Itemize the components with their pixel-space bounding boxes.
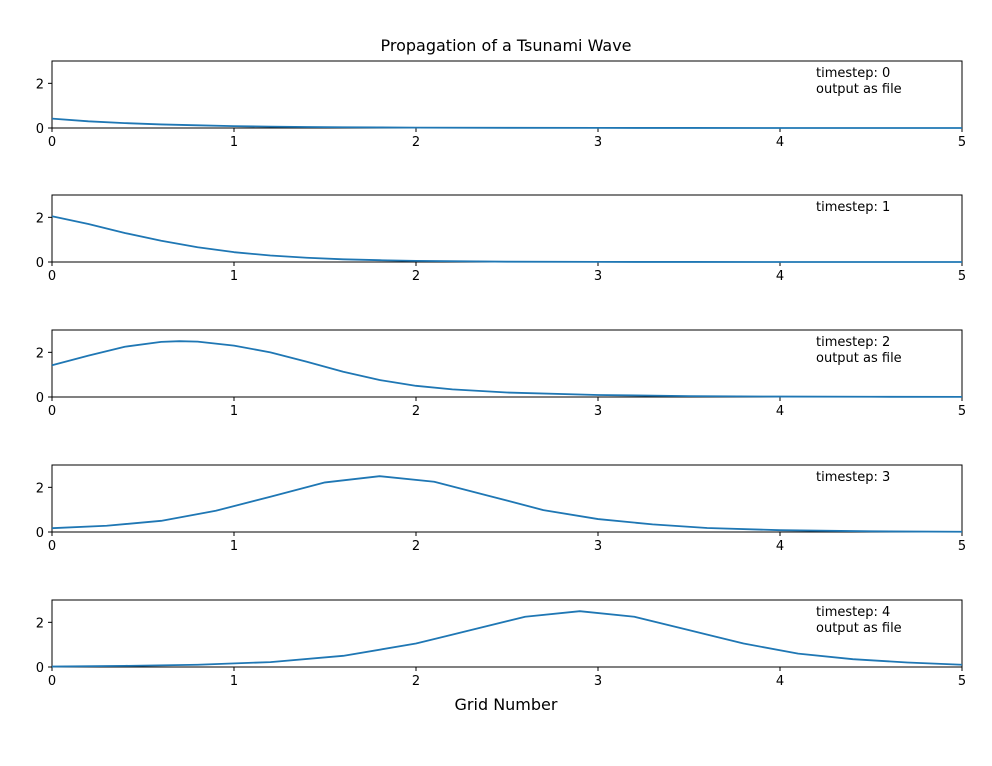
x-tick-label: 5 (958, 135, 966, 150)
y-tick-label: 0 (36, 661, 44, 676)
y-tick-label: 2 (36, 346, 44, 361)
y-tick-label: 2 (36, 77, 44, 92)
y-tick-label: 2 (36, 616, 44, 631)
x-tick-label: 0 (48, 674, 56, 689)
annotation-text: timestep: 0 (816, 66, 890, 81)
x-tick-label: 1 (230, 674, 238, 689)
x-tick-label: 0 (48, 269, 56, 284)
x-tick-label: 3 (594, 404, 602, 419)
x-tick-label: 5 (958, 404, 966, 419)
x-tick-label: 1 (230, 269, 238, 284)
x-tick-label: 0 (48, 404, 56, 419)
x-tick-label: 2 (412, 404, 420, 419)
series-line (51, 215, 963, 263)
subplot-3: 0 1 2 3 4 5 0 2 timestep: 3 (36, 464, 966, 554)
x-tick-label: 1 (230, 539, 238, 554)
x-tick-label: 4 (776, 135, 784, 150)
axes-frame (51, 464, 963, 533)
x-tick-label: 2 (412, 539, 420, 554)
series-line (51, 475, 963, 533)
annotation-text: output as file (816, 621, 902, 636)
x-tick-label: 4 (776, 539, 784, 554)
annotation-text: timestep: 4 (816, 605, 890, 620)
y-tick-label: 2 (36, 211, 44, 226)
x-axis-label: Grid Number (455, 695, 558, 714)
series-line (51, 117, 963, 129)
axes-frame (51, 599, 963, 668)
x-tick-label: 5 (958, 269, 966, 284)
annotation-text: output as file (816, 351, 902, 366)
y-tick-label: 0 (36, 256, 44, 271)
x-tick-label: 4 (776, 674, 784, 689)
x-tick-label: 5 (958, 674, 966, 689)
x-tick-label: 2 (412, 674, 420, 689)
y-tick-label: 0 (36, 122, 44, 137)
subplot-1: 0 1 2 3 4 5 0 2 timestep: 1 (36, 194, 966, 284)
series-line (51, 340, 963, 398)
annotation-text: output as file (816, 82, 902, 97)
x-tick-label: 4 (776, 404, 784, 419)
x-tick-label: 3 (594, 135, 602, 150)
annotation-text: timestep: 2 (816, 335, 890, 350)
y-tick-label: 0 (36, 526, 44, 541)
y-tick-label: 0 (36, 391, 44, 406)
x-tick-label: 1 (230, 135, 238, 150)
annotation-text: timestep: 1 (816, 200, 890, 215)
chart-title: Propagation of a Tsunami Wave (380, 36, 631, 55)
axes-frame (51, 329, 963, 398)
annotation-text: timestep: 3 (816, 470, 890, 485)
x-tick-label: 4 (776, 269, 784, 284)
x-tick-label: 1 (230, 404, 238, 419)
x-tick-label: 3 (594, 269, 602, 284)
x-tick-label: 3 (594, 674, 602, 689)
series-line (51, 610, 963, 668)
x-tick-label: 3 (594, 539, 602, 554)
x-tick-label: 0 (48, 539, 56, 554)
x-tick-label: 2 (412, 269, 420, 284)
y-tick-label: 2 (36, 481, 44, 496)
x-tick-label: 5 (958, 539, 966, 554)
x-tick-label: 2 (412, 135, 420, 150)
x-tick-label: 0 (48, 135, 56, 150)
